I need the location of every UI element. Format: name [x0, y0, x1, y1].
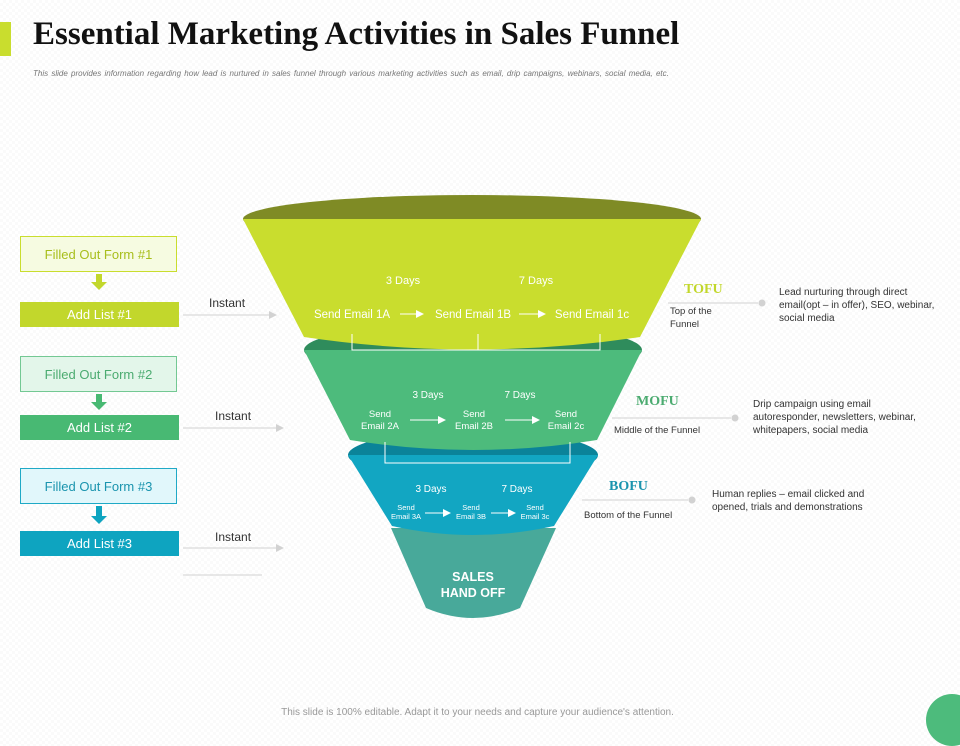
mofu-description-line-3: whitepapers, social media — [753, 425, 869, 436]
sales-label-line-1: SALES — [452, 570, 494, 584]
bofu-day-label-1: 3 Days — [415, 484, 446, 495]
mofu-day-label-1: 3 Days — [412, 390, 443, 401]
footer-note: This slide is 100% editable. Adapt it to… — [281, 707, 674, 718]
tofu-email-1a: Send Email 1A — [314, 309, 390, 321]
bofu-stage-label: Bottom of the Funnel — [584, 510, 673, 521]
bofu-connector — [582, 496, 696, 504]
tofu-connector — [668, 299, 766, 307]
form-to-list-arrow-3 — [91, 506, 107, 524]
bofu-email-3b-line-2: Email 3B — [456, 512, 486, 521]
bofu-email-3b-line-1: Send — [462, 503, 480, 512]
mofu-email-2b-line-1: Send — [463, 409, 485, 420]
bofu-description-line-2: opened, trials and demonstrations — [712, 502, 863, 513]
mofu-email-2a-line-2: Email 2A — [361, 421, 400, 432]
form-box-3: Filled Out Form #3 — [20, 468, 177, 504]
tofu-tier — [243, 219, 701, 350]
tofu-stage-label: Top of the Funnel — [670, 306, 712, 332]
tofu-email-1c: Send Email 1c — [555, 309, 629, 321]
instant-label-1: Instant — [209, 296, 246, 310]
page-title: Essential Marketing Activities in Sales … — [33, 16, 680, 52]
mofu-day-label-2: 7 Days — [504, 390, 535, 401]
form-box-2: Filled Out Form #2 — [20, 356, 177, 392]
tofu-bracket — [351, 334, 601, 351]
tofu-stage-label-line-1: Top of the — [670, 306, 712, 317]
mofu-connector — [612, 414, 739, 422]
tofu-stage-label-line-2: Funnel — [670, 318, 700, 330]
page-subtitle: This slide provides information regardin… — [33, 69, 669, 78]
sales-tier — [391, 528, 556, 618]
mofu-stage-label: Middle of the Funnel — [614, 425, 701, 436]
form-box-1: Filled Out Form #1 — [20, 236, 177, 272]
list-box-2: Add List #2 — [20, 415, 179, 440]
tofu-description: Lead nurturing through direct email(opt … — [779, 286, 934, 325]
title-accent-bar — [0, 22, 11, 56]
bofu-tier — [348, 455, 598, 535]
mofu-description-line-1: Drip campaign using email — [753, 399, 871, 410]
list-box-3: Add List #3 — [20, 531, 179, 556]
tofu-day-label-1: 3 Days — [386, 275, 421, 287]
instant-label-2: Instant — [215, 409, 252, 423]
list-box-1: Add List #1 — [20, 302, 179, 327]
bofu-email-3c-line-2: Email 3c — [521, 512, 550, 521]
mofu-email-2b-line-2: Email 2B — [455, 421, 493, 432]
bofu-day-label-2: 7 Days — [501, 484, 532, 495]
mofu-email-2c-line-2: Email 2c — [548, 421, 585, 432]
form-to-list-arrow-1 — [91, 274, 107, 290]
mofu-tier — [304, 350, 642, 450]
tofu-heading: TOFU — [684, 282, 723, 297]
sales-label-line-2: HAND OFF — [441, 586, 506, 600]
bofu-description: Human replies – email clicked and opened… — [712, 488, 864, 514]
mofu-heading: MOFU — [636, 394, 679, 409]
mofu-email-2a-line-1: Send — [369, 409, 391, 420]
bofu-email-3a-line-1: Send — [397, 503, 415, 512]
mofu-email-2c-line-1: Send — [555, 409, 577, 420]
funnel-diagram: SALES HAND OFF 3 Days 7 Days Send Email … — [91, 195, 766, 618]
bofu-email-3c-line-1: Send — [526, 503, 544, 512]
tofu-email-1b: Send Email 1B — [435, 309, 511, 321]
tofu-day-label-2: 7 Days — [519, 275, 554, 287]
mofu-bracket — [384, 442, 571, 464]
tofu-description-line-2: email(opt – in offer), SEO, webinar, — [779, 300, 935, 311]
mofu-description-line-2: autoresponder, newsletters, webinar, — [753, 412, 916, 423]
bofu-email-3a-line-2: Email 3A — [391, 512, 421, 521]
form-to-list-arrow-2 — [91, 394, 107, 410]
bofu-heading: BOFU — [609, 479, 648, 494]
mofu-description: Drip campaign using email autoresponder,… — [753, 398, 916, 437]
tofu-description-line-1: Lead nurturing through direct — [779, 287, 908, 298]
instant-label-3: Instant — [215, 530, 252, 544]
tofu-description-line-3: social media — [779, 313, 835, 324]
bofu-description-line-1: Human replies – email clicked and — [712, 489, 865, 500]
